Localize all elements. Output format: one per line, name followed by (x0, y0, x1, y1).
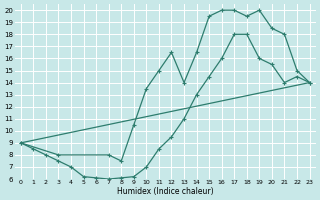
X-axis label: Humidex (Indice chaleur): Humidex (Indice chaleur) (117, 187, 213, 196)
